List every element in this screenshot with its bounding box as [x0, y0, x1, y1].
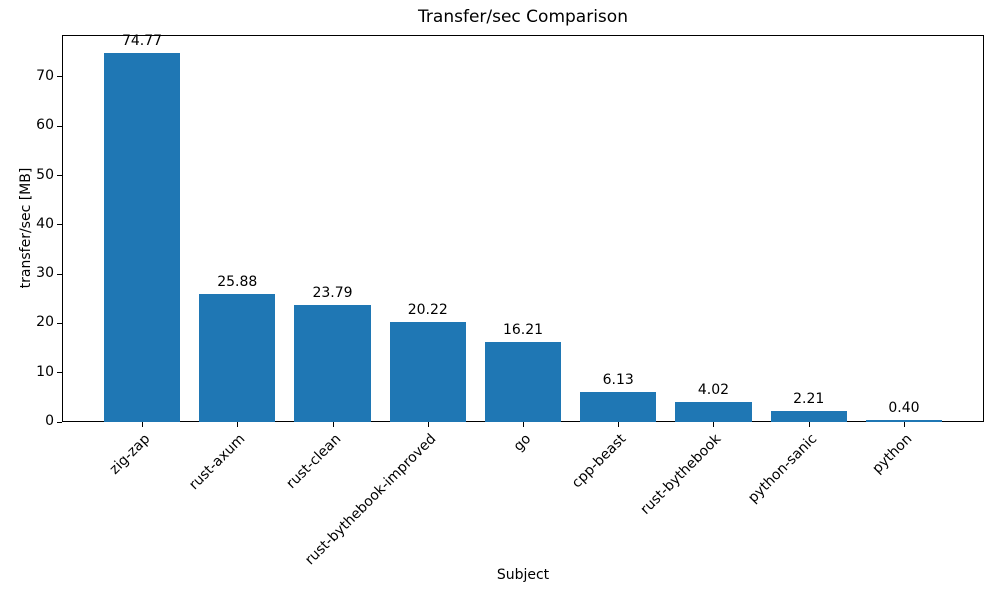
x-tick-label: rust-axum — [186, 431, 249, 494]
x-axis-label: Subject — [496, 567, 550, 583]
x-tick-label: go — [510, 431, 535, 455]
bar — [865, 420, 943, 422]
bar — [294, 305, 371, 422]
bar-value-label: 6.13 — [602, 372, 634, 388]
x-tick-label: rust-clean — [282, 431, 344, 492]
y-tick-label: 30 — [36, 265, 54, 282]
x-tick-label: zig-zap — [106, 431, 154, 478]
x-tick-label: python — [869, 431, 916, 477]
chart-title: Transfer/sec Comparison — [418, 7, 628, 27]
bar — [675, 402, 752, 422]
bar-value-label: 0.40 — [888, 400, 920, 416]
bar — [103, 53, 181, 422]
bar — [580, 392, 657, 422]
x-tick-label: cpp-beast — [569, 431, 630, 492]
y-tick-mark — [57, 372, 62, 374]
bar-value-label: 20.22 — [407, 302, 448, 318]
x-tick-label: python-sanic — [744, 431, 821, 507]
bar — [199, 294, 276, 422]
y-tick-mark — [57, 76, 62, 78]
x-tick-mark — [523, 422, 524, 427]
y-tick-mark — [57, 125, 62, 127]
bar — [484, 342, 562, 422]
y-tick-label: 20 — [36, 314, 54, 331]
x-tick-mark — [237, 422, 239, 427]
x-tick-mark — [808, 422, 810, 427]
y-tick-mark — [57, 175, 62, 176]
x-tick-mark — [142, 422, 143, 427]
bar — [770, 411, 847, 422]
bar-value-label: 25.88 — [217, 274, 258, 290]
y-tick-label: 70 — [36, 67, 54, 84]
bar-value-label: 23.79 — [312, 285, 353, 301]
y-tick-mark — [57, 322, 62, 324]
x-tick-mark — [332, 422, 334, 427]
bar-value-label: 2.21 — [793, 391, 825, 407]
y-tick-label: 60 — [36, 117, 54, 134]
bar-value-label: 4.02 — [697, 382, 730, 398]
y-tick-label: 40 — [36, 215, 54, 232]
bar-value-label: 74.77 — [121, 33, 163, 49]
y-tick-label: 10 — [36, 363, 54, 380]
bar-value-label: 16.21 — [502, 322, 544, 338]
y-tick-label: 50 — [36, 166, 54, 183]
x-tick-mark — [713, 422, 715, 427]
bar — [389, 322, 466, 422]
x-tick-mark — [618, 422, 620, 427]
x-tick-label: rust-bythebook — [638, 431, 725, 518]
y-tick-label: 0 — [45, 413, 54, 429]
y-tick-mark — [57, 421, 62, 423]
y-tick-mark — [57, 273, 62, 275]
y-tick-mark — [57, 224, 62, 226]
x-tick-mark — [427, 422, 429, 427]
x-tick-mark — [903, 422, 905, 427]
